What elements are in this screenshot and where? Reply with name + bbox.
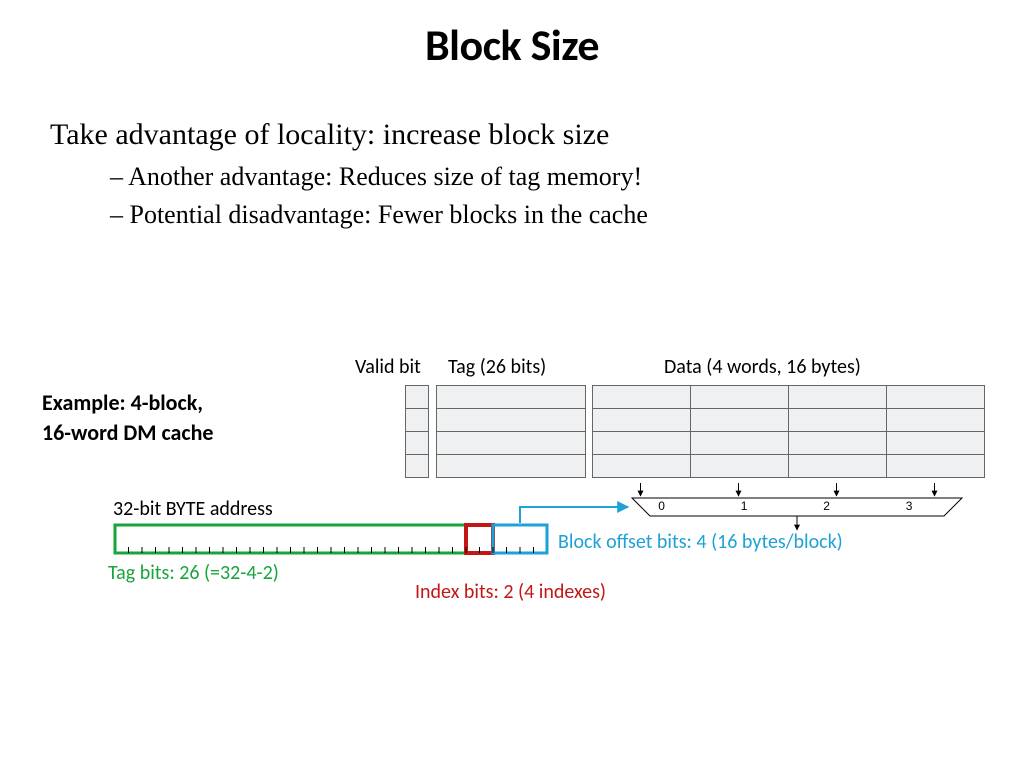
word-selector-label: 0 bbox=[658, 499, 665, 513]
offset-to-selector-arrow bbox=[520, 507, 628, 523]
word-selector-label: 1 bbox=[741, 499, 748, 513]
word-selector-label: 2 bbox=[823, 499, 830, 513]
word-selector-label: 3 bbox=[906, 499, 913, 513]
diagram-overlay: 0 1 2 3 bbox=[0, 0, 1024, 768]
word-selector bbox=[632, 498, 962, 516]
